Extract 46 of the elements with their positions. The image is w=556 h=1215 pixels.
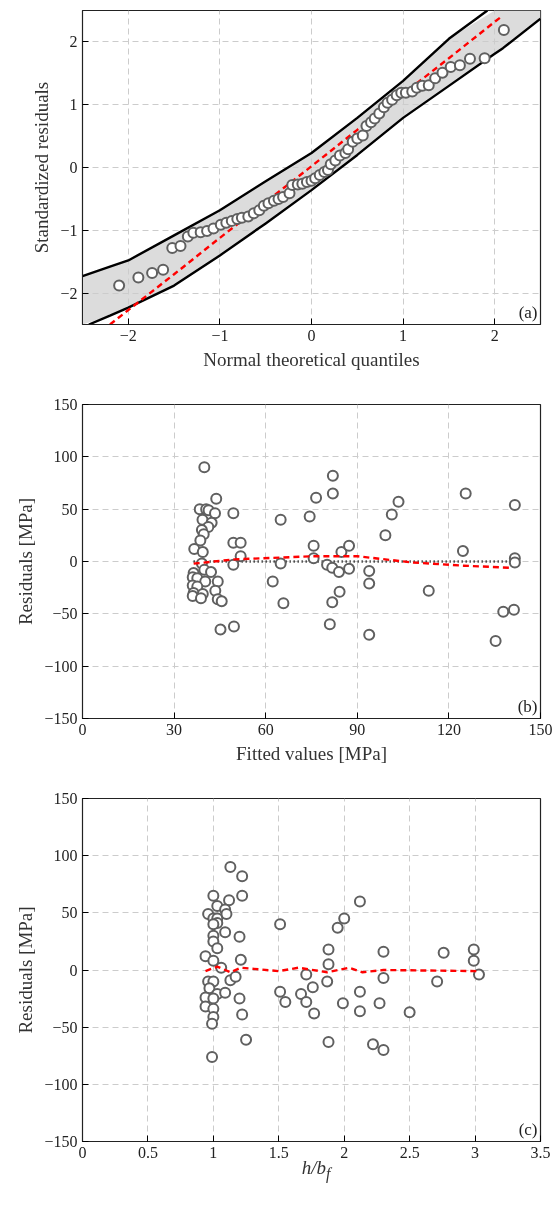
x-tick-label: 0 bbox=[307, 326, 316, 344]
y-tick-label: 50 bbox=[61, 500, 78, 518]
x-axis-title: h/b$_{f}$ bbox=[301, 1157, 331, 1182]
y-tick-label: −50 bbox=[52, 1018, 78, 1036]
y-tick-label: −100 bbox=[44, 657, 78, 675]
y-tick-label: 1 bbox=[69, 96, 78, 114]
y-tick-label: −50 bbox=[52, 605, 78, 623]
x-tick-label: 30 bbox=[166, 720, 183, 738]
y-tick-label: 2 bbox=[69, 33, 78, 51]
y-tick-label: 0 bbox=[69, 553, 78, 570]
y-tick-label: −100 bbox=[44, 1075, 78, 1093]
y-axis-title: Residuals [MPa] bbox=[15, 497, 37, 626]
x-tick-label: 0.5 bbox=[137, 1143, 158, 1161]
y-tick-label: −2 bbox=[60, 284, 78, 302]
line-series bbox=[82, 10, 489, 278]
annotation: (a) bbox=[518, 302, 538, 322]
x-tick-label: 2.5 bbox=[399, 1143, 420, 1161]
annotation: (b) bbox=[517, 696, 538, 716]
y-tick-label: 50 bbox=[61, 904, 78, 922]
annotation: (c) bbox=[518, 1119, 538, 1139]
x-tick-label: −2 bbox=[119, 326, 137, 344]
x-tick-label: 60 bbox=[257, 720, 274, 738]
x-tick-label: 90 bbox=[349, 720, 366, 738]
x-tick-label: 2 bbox=[490, 326, 499, 344]
y-tick-label: 150 bbox=[53, 790, 78, 807]
y-tick-label: −1 bbox=[60, 221, 78, 239]
y-tick-label: 100 bbox=[53, 448, 78, 466]
y-tick-label: 0 bbox=[69, 159, 78, 176]
y-tick-label: 150 bbox=[53, 396, 78, 413]
x-tick-label: 3.5 bbox=[530, 1143, 551, 1161]
x-tick-label: 1.5 bbox=[268, 1143, 289, 1161]
y-axis-title: Standardized residuals bbox=[31, 81, 53, 254]
x-tick-label: 1 bbox=[209, 1143, 218, 1161]
x-tick-label: 120 bbox=[436, 720, 461, 738]
x-tick-label: 2 bbox=[340, 1143, 349, 1161]
x-tick-label: 1 bbox=[399, 326, 408, 344]
x-tick-label: 3 bbox=[471, 1143, 480, 1161]
y-tick-label: −150 bbox=[44, 710, 78, 727]
y-tick-label: 100 bbox=[53, 847, 78, 865]
y-tick-label: −150 bbox=[44, 1133, 78, 1150]
y-axis-title: Residuals [MPa] bbox=[15, 906, 37, 1034]
x-axis-title: Normal theoretical quantiles bbox=[203, 348, 420, 370]
x-tick-label: 150 bbox=[528, 720, 553, 738]
x-tick-label: −1 bbox=[211, 326, 229, 344]
y-tick-label: 0 bbox=[69, 961, 78, 979]
x-axis-title: Fitted values [MPa] bbox=[236, 742, 387, 764]
